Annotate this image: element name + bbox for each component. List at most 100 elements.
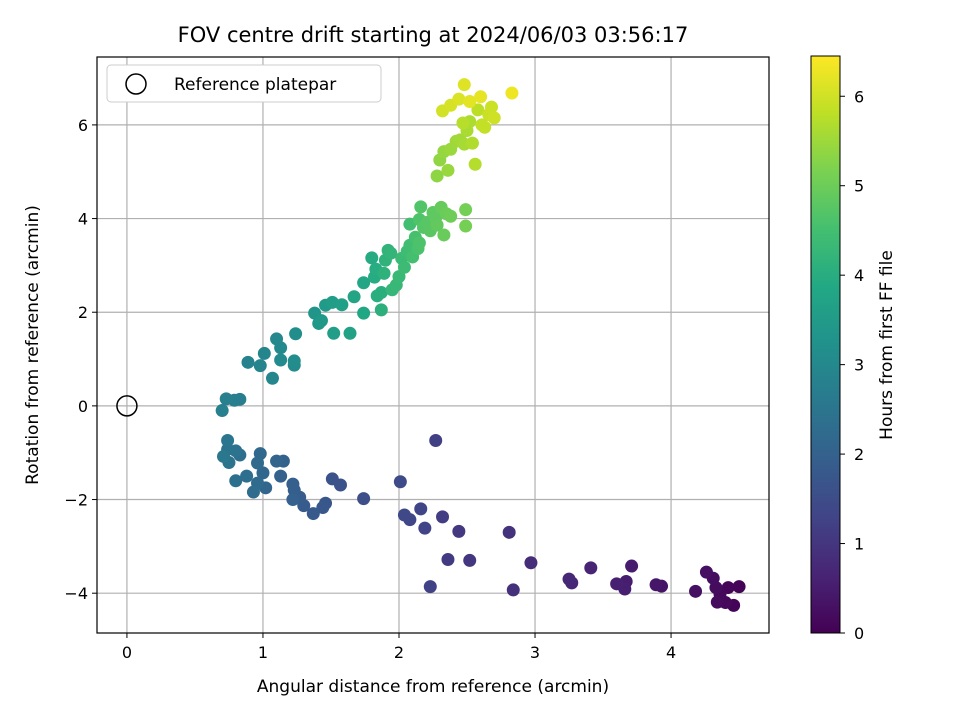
legend-box — [106, 64, 382, 103]
data-point — [505, 86, 519, 100]
data-point — [436, 510, 450, 524]
plot-frame — [96, 56, 770, 634]
colorbar-tick-label: 3 — [854, 356, 864, 375]
data-point — [217, 449, 231, 463]
reference-marker — [116, 395, 138, 417]
data-point — [418, 521, 432, 535]
data-point — [221, 434, 235, 448]
data-point — [459, 203, 473, 217]
data-point — [562, 572, 576, 586]
legend: Reference platepar — [106, 64, 382, 103]
colorbar: 0 1 2 3 4 5 6 Hours from first FF file — [810, 55, 897, 643]
data-point — [327, 326, 341, 340]
data-point — [649, 578, 663, 592]
data-point — [274, 353, 288, 367]
data-point — [289, 327, 303, 341]
data-point — [374, 303, 388, 317]
data-point — [306, 507, 320, 521]
data-point — [219, 392, 233, 406]
legend-marker — [125, 73, 147, 95]
data-point — [452, 524, 466, 538]
data-point — [524, 556, 538, 570]
data-point — [710, 595, 724, 609]
x-axis-label: Angular distance from reference (arcmin) — [257, 677, 609, 697]
data-point — [397, 260, 411, 274]
data-point — [444, 209, 458, 223]
x-tick-label: 0 — [122, 643, 132, 662]
data-point — [732, 580, 746, 594]
data-point — [357, 306, 371, 320]
data-point — [357, 492, 371, 506]
y-tick-label: −4 — [64, 584, 88, 603]
data-point — [437, 228, 451, 242]
data-point — [257, 346, 271, 360]
data-point — [502, 525, 516, 539]
data-point — [584, 561, 598, 575]
data-point — [468, 157, 482, 171]
chart-title: FOV centre drift starting at 2024/06/03 … — [178, 23, 689, 47]
data-point — [506, 583, 520, 597]
data-point — [463, 94, 477, 108]
data-point — [251, 456, 265, 470]
data-point — [412, 236, 426, 250]
colorbar-tick-label: 6 — [854, 87, 864, 106]
data-point — [347, 290, 361, 304]
data-point — [414, 200, 428, 214]
x-tick-label: 1 — [258, 643, 268, 662]
data-point — [270, 454, 284, 468]
data-point — [463, 553, 477, 567]
data-point — [287, 354, 301, 368]
data-point — [365, 251, 379, 265]
data-point — [484, 100, 498, 114]
data-point — [625, 559, 639, 573]
data-point — [286, 493, 300, 507]
y-tick-label: −2 — [64, 491, 88, 510]
x-tick-label: 2 — [394, 643, 404, 662]
grid-lines — [97, 57, 769, 633]
data-point — [478, 120, 492, 134]
data-point — [441, 163, 455, 177]
data-point — [246, 485, 260, 499]
data-point — [286, 477, 300, 491]
data-point — [325, 472, 339, 486]
data-point — [430, 169, 444, 183]
data-point — [357, 276, 371, 290]
data-point — [274, 341, 288, 355]
data-point — [610, 577, 624, 591]
data-point — [487, 111, 501, 125]
colorbar-gradient — [810, 55, 841, 634]
data-point — [316, 500, 330, 514]
data-point — [459, 219, 473, 233]
data-point — [393, 475, 407, 489]
y-axis-ticks: −4 −2 0 2 4 6 — [64, 116, 97, 603]
data-point — [429, 434, 443, 448]
colorbar-label: Hours from first FF file — [877, 250, 897, 440]
y-tick-label: 6 — [78, 116, 88, 135]
data-point — [253, 359, 267, 373]
data-point — [474, 90, 488, 104]
colorbar-tick-label: 2 — [854, 445, 864, 464]
data-point — [423, 580, 437, 594]
data-point — [397, 508, 411, 522]
data-point — [241, 355, 255, 369]
data-point — [335, 298, 349, 312]
data-point — [452, 92, 466, 106]
data-point — [374, 286, 388, 300]
colorbar-tick-label: 1 — [854, 535, 864, 554]
data-point — [699, 565, 713, 579]
x-tick-label: 3 — [530, 643, 540, 662]
colorbar-tick-label: 4 — [854, 266, 864, 285]
data-point — [471, 103, 485, 117]
data-point — [229, 474, 243, 488]
data-point — [240, 469, 254, 483]
data-point — [274, 469, 288, 483]
data-point — [377, 266, 391, 280]
data-point — [265, 371, 279, 385]
legend-label: Reference platepar — [174, 75, 336, 95]
data-point — [215, 404, 229, 418]
reference-marker-group — [116, 395, 138, 417]
data-point — [465, 136, 479, 150]
data-points — [215, 78, 746, 612]
data-point — [441, 552, 455, 566]
data-point — [457, 78, 471, 92]
